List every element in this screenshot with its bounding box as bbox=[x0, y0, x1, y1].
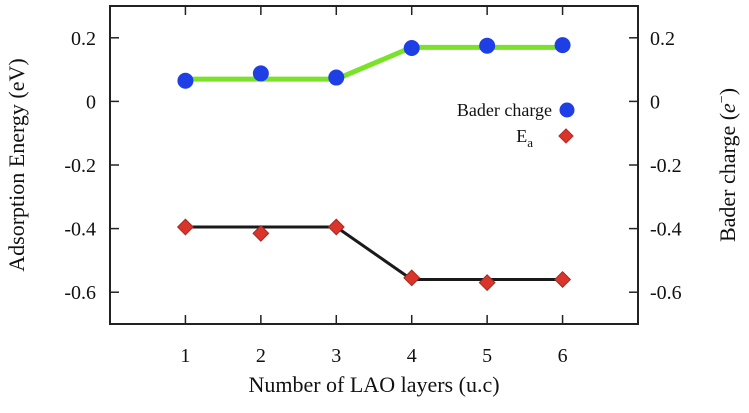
y-left-tick-label: 0 bbox=[86, 91, 96, 113]
y-left-tick-label: 0.2 bbox=[71, 28, 96, 50]
y-right-title-unit: e bbox=[715, 103, 740, 113]
x-tick-label: 5 bbox=[482, 345, 492, 367]
y-left-tick-label: -0.4 bbox=[64, 219, 96, 241]
ea-point bbox=[252, 224, 270, 242]
x-tick-label: 6 bbox=[558, 345, 568, 367]
y-right-title-sup: − bbox=[715, 95, 730, 103]
x-tick-label: 2 bbox=[256, 345, 266, 367]
x-tick-label: 3 bbox=[331, 345, 341, 367]
legend-label-ea: Ea bbox=[516, 126, 533, 150]
bader-fit-line bbox=[182, 44, 566, 82]
legend-label-ea-sub: a bbox=[527, 135, 533, 150]
y-right-tick-label: -0.2 bbox=[650, 155, 682, 177]
legend-label-ea-main: E bbox=[516, 126, 527, 146]
y-right-tick-label: -0.4 bbox=[650, 219, 682, 241]
bader-point bbox=[252, 65, 269, 82]
legend-marker-bader bbox=[559, 102, 575, 118]
x-axis-title: Number of LAO layers (u.c) bbox=[248, 372, 499, 397]
y-left-ticks: 0.2 0 -0.2 -0.4 -0.6 bbox=[64, 28, 119, 304]
bader-point bbox=[177, 72, 194, 89]
ea-point bbox=[327, 218, 345, 236]
ea-fit-line bbox=[183, 225, 565, 281]
x-tick-label: 4 bbox=[407, 345, 417, 367]
y-left-tick-label: -0.6 bbox=[64, 282, 96, 304]
bader-point bbox=[479, 37, 496, 54]
legend-label-bader: Bader charge bbox=[457, 100, 552, 120]
ea-point bbox=[403, 269, 421, 287]
ea-point bbox=[176, 218, 194, 236]
bader-point bbox=[554, 37, 571, 54]
ea-point bbox=[554, 270, 572, 288]
y-right-tick-label: -0.6 bbox=[650, 282, 682, 304]
y-axis-title-left: Adsorption Energy (eV) bbox=[4, 58, 29, 271]
data-markers bbox=[176, 37, 572, 292]
y-left-tick-label: -0.2 bbox=[64, 155, 96, 177]
y-right-ticks: 0.2 0 -0.2 -0.4 -0.6 bbox=[629, 28, 682, 304]
y-right-tick-label: 0.2 bbox=[650, 28, 675, 50]
y-right-title-suffix: ) bbox=[715, 88, 740, 95]
y-right-title-prefix: Bader charge ( bbox=[715, 113, 740, 242]
x-ticks: 1 2 3 4 5 6 bbox=[180, 6, 568, 367]
legend-marker-ea bbox=[558, 128, 574, 144]
x-tick-label: 1 bbox=[180, 345, 190, 367]
y-right-tick-label: 0 bbox=[650, 91, 660, 113]
ea-point bbox=[478, 274, 496, 292]
fit-lines bbox=[182, 44, 566, 281]
bader-point bbox=[328, 69, 345, 86]
bader-point bbox=[403, 39, 420, 56]
y-axis-title-right: Bader charge (e−) bbox=[715, 88, 740, 242]
legend: Bader charge Ea bbox=[457, 100, 575, 150]
